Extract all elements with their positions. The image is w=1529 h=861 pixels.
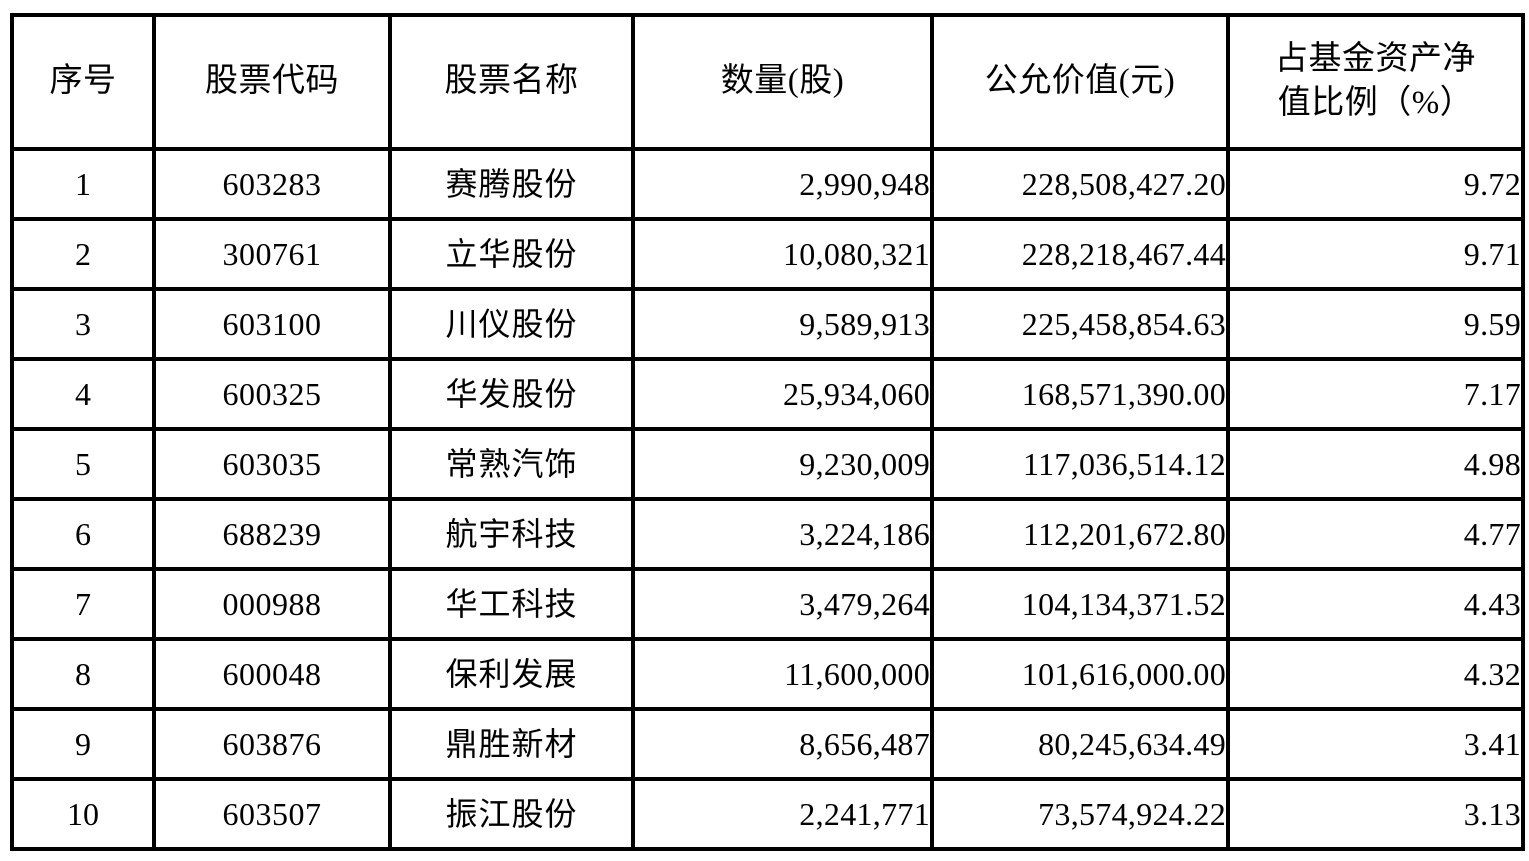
cell-stock-code: 688239: [152, 497, 392, 571]
cell-stock-name: 华工科技: [388, 567, 635, 641]
column-header-quantity: 数量(股): [631, 13, 934, 151]
cell-quantity: 25,934,060: [631, 357, 934, 431]
cell-nav-percentage: 4.98: [1226, 427, 1525, 501]
cell-fair-value: 228,218,467.44: [930, 217, 1230, 291]
cell-stock-name: 立华股份: [388, 217, 635, 291]
cell-nav-percentage: 9.72: [1226, 147, 1525, 221]
table-row: 9 603876 鼎胜新材 8,656,487 80,245,634.49 3.…: [10, 707, 1525, 781]
cell-stock-name: 保利发展: [388, 637, 635, 711]
cell-stock-code: 603100: [152, 287, 392, 361]
column-header-sequence: 序号: [10, 13, 156, 151]
cell-nav-percentage: 7.17: [1226, 357, 1525, 431]
cell-sequence: 2: [10, 217, 156, 291]
column-header-stock-code-label: 股票代码: [205, 63, 339, 100]
cell-sequence: 9: [10, 707, 156, 781]
cell-nav-percentage: 4.77: [1226, 497, 1525, 571]
column-header-stock-code: 股票代码: [152, 13, 392, 151]
cell-stock-name: 华发股份: [388, 357, 635, 431]
cell-fair-value: 104,134,371.52: [930, 567, 1230, 641]
cell-quantity: 9,230,009: [631, 427, 934, 501]
cell-stock-name: 常熟汽饰: [388, 427, 635, 501]
table-row: 6 688239 航宇科技 3,224,186 112,201,672.80 4…: [10, 497, 1525, 571]
cell-quantity: 2,990,948: [631, 147, 934, 221]
cell-quantity: 10,080,321: [631, 217, 934, 291]
cell-quantity: 8,656,487: [631, 707, 934, 781]
cell-stock-code: 603876: [152, 707, 392, 781]
cell-sequence: 4: [10, 357, 156, 431]
cell-fair-value: 225,458,854.63: [930, 287, 1230, 361]
column-header-fair-value: 公允价值(元): [930, 13, 1230, 151]
cell-nav-percentage: 4.32: [1226, 637, 1525, 711]
cell-fair-value: 73,574,924.22: [930, 777, 1230, 851]
cell-sequence: 1: [10, 147, 156, 221]
table-row: 4 600325 华发股份 25,934,060 168,571,390.00 …: [10, 357, 1525, 431]
cell-nav-percentage: 3.41: [1226, 707, 1525, 781]
cell-sequence: 8: [10, 637, 156, 711]
column-header-fair-value-label: 公允价值(元): [984, 63, 1176, 100]
cell-stock-name: 鼎胜新材: [388, 707, 635, 781]
cell-fair-value: 168,571,390.00: [930, 357, 1230, 431]
cell-stock-name: 川仪股份: [388, 287, 635, 361]
column-header-nav-percentage: 占基金资产净 值比例（%）: [1226, 13, 1525, 151]
cell-quantity: 3,224,186: [631, 497, 934, 571]
cell-sequence: 7: [10, 567, 156, 641]
table-row: 7 000988 华工科技 3,479,264 104,134,371.52 4…: [10, 567, 1525, 641]
cell-quantity: 9,589,913: [631, 287, 934, 361]
cell-fair-value: 117,036,514.12: [930, 427, 1230, 501]
table-row: 10 603507 振江股份 2,241,771 73,574,924.22 3…: [10, 777, 1525, 851]
table-row: 3 603100 川仪股份 9,589,913 225,458,854.63 9…: [10, 287, 1525, 361]
cell-fair-value: 228,508,427.20: [930, 147, 1230, 221]
cell-quantity: 2,241,771: [631, 777, 934, 851]
cell-stock-code: 603507: [152, 777, 392, 851]
cell-quantity: 11,600,000: [631, 637, 934, 711]
cell-fair-value: 80,245,634.49: [930, 707, 1230, 781]
cell-sequence: 5: [10, 427, 156, 501]
cell-stock-name: 航宇科技: [388, 497, 635, 571]
cell-quantity: 3,479,264: [631, 567, 934, 641]
cell-stock-code: 000988: [152, 567, 392, 641]
cell-sequence: 10: [10, 777, 156, 851]
table-body: 1 603283 赛腾股份 2,990,948 228,508,427.20 9…: [10, 147, 1525, 851]
cell-fair-value: 112,201,672.80: [930, 497, 1230, 571]
table-row: 1 603283 赛腾股份 2,990,948 228,508,427.20 9…: [10, 147, 1525, 221]
table-row: 2 300761 立华股份 10,080,321 228,218,467.44 …: [10, 217, 1525, 291]
table-row: 8 600048 保利发展 11,600,000 101,616,000.00 …: [10, 637, 1525, 711]
cell-stock-code: 603283: [152, 147, 392, 221]
table-row: 5 603035 常熟汽饰 9,230,009 117,036,514.12 4…: [10, 427, 1525, 501]
column-header-stock-name-label: 股票名称: [444, 63, 579, 100]
cell-nav-percentage: 9.59: [1226, 287, 1525, 361]
column-header-sequence-label: 序号: [49, 63, 117, 100]
cell-stock-code: 603035: [152, 427, 392, 501]
cell-stock-name: 赛腾股份: [388, 147, 635, 221]
cell-nav-percentage: 9.71: [1226, 217, 1525, 291]
cell-stock-code: 300761: [152, 217, 392, 291]
cell-nav-percentage: 4.43: [1226, 567, 1525, 641]
cell-sequence: 3: [10, 287, 156, 361]
cell-sequence: 6: [10, 497, 156, 571]
cell-stock-code: 600048: [152, 637, 392, 711]
table-header-row: 序号 股票代码 股票名称 数量(股) 公允价值(元) 占基金资产净 值比例（%）: [10, 13, 1525, 151]
cell-nav-percentage: 3.13: [1226, 777, 1525, 851]
fund-holdings-table: 序号 股票代码 股票名称 数量(股) 公允价值(元) 占基金资产净 值比例（%）: [10, 13, 1525, 851]
column-header-nav-percentage-label-line2: 值比例（%）: [1277, 85, 1474, 121]
column-header-stock-name: 股票名称: [388, 13, 635, 151]
cell-fair-value: 101,616,000.00: [930, 637, 1230, 711]
cell-stock-name: 振江股份: [388, 777, 635, 851]
table-header: 序号 股票代码 股票名称 数量(股) 公允价值(元) 占基金资产净 值比例（%）: [10, 13, 1525, 151]
column-header-quantity-label: 数量(股): [720, 63, 845, 100]
column-header-nav-percentage-label-line1: 占基金资产净: [1275, 41, 1476, 78]
cell-stock-code: 600325: [152, 357, 392, 431]
